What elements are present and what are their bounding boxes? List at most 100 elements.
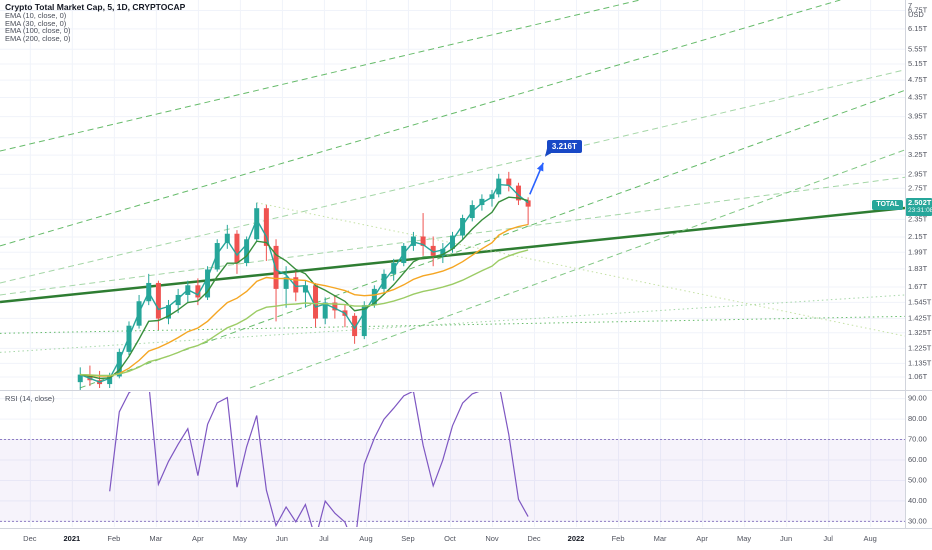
price-axis-tick: 1.06T — [908, 372, 928, 381]
price-axis-tick: 6.15T — [908, 24, 928, 33]
price-axis-tick: 3.55T — [908, 133, 928, 142]
time-axis-tick: May — [737, 534, 751, 543]
ema-10-line — [79, 183, 529, 383]
symbol-title[interactable]: Crypto Total Market Cap, 5, 1D, CRYPTOCA… — [5, 2, 186, 12]
rsi-axis-tick: 70.00 — [908, 435, 927, 444]
candle-body — [293, 277, 299, 293]
trend-line[interactable] — [0, 176, 905, 296]
time-axis-tick: Jul — [823, 534, 833, 543]
candle-body — [155, 282, 161, 319]
candle-body — [430, 245, 436, 256]
time-axis-tick: Apr — [192, 534, 204, 543]
time-axis-tick: Dec — [527, 534, 541, 543]
candle-body — [165, 305, 171, 319]
bar-countdown: 23:31:08 — [908, 207, 932, 215]
price-axis-tick: 3.95T — [908, 112, 928, 121]
candle-body — [496, 178, 502, 195]
rsi-axis-tick: 80.00 — [908, 414, 927, 423]
time-axis-tick: Oct — [444, 534, 457, 543]
candle-body — [224, 233, 230, 244]
price-axis-tick: 1.135T — [908, 358, 932, 367]
candle-body — [175, 294, 181, 306]
time-axis-tick: Apr — [696, 534, 708, 543]
time-axis-tick: Dec — [23, 534, 37, 543]
time-axis-tick: 2022 — [568, 534, 585, 543]
candle-body — [302, 285, 308, 293]
candle-body — [322, 302, 328, 319]
rsi-band-fill — [0, 439, 905, 521]
price-axis-tick: 1.67T — [908, 282, 928, 291]
trend-line[interactable] — [79, 89, 905, 389]
price-axis-tick: 2.15T — [908, 232, 928, 241]
time-axis-tick: Feb — [107, 534, 120, 543]
time-axis-tick: Feb — [612, 534, 625, 543]
candle-body — [244, 239, 250, 264]
price-axis-tick: 1.325T — [908, 328, 932, 337]
candle-body — [116, 351, 122, 377]
candle-body — [273, 245, 279, 289]
price-axis-tick: 2.95T — [908, 169, 928, 178]
time-axis-tick: May — [233, 534, 247, 543]
rsi-line — [109, 392, 529, 527]
candle-body — [77, 374, 83, 383]
trend-line[interactable] — [0, 0, 841, 247]
candle-body — [420, 236, 426, 246]
current-price-value: 2.502T — [908, 198, 932, 208]
indicator-legend-ema-100[interactable]: EMA (100, close, 0) — [5, 26, 71, 36]
price-axis-tick: 1.99T — [908, 247, 928, 256]
trend-lines — [0, 0, 905, 389]
candle-body — [515, 185, 521, 201]
candle-body — [263, 208, 269, 246]
price-axis-tick: 4.75T — [908, 75, 928, 84]
price-axis-top-tick: 7 — [908, 1, 912, 10]
time-axis-tick: Aug — [359, 534, 372, 543]
candle-body — [332, 302, 338, 311]
rsi-axis-tick: 50.00 — [908, 475, 927, 484]
candle-body — [361, 305, 367, 337]
candle-body — [126, 325, 132, 352]
candle-body — [107, 376, 113, 385]
price-axis-tick: 5.55T — [908, 44, 928, 53]
price-axis-tick: 1.425T — [908, 313, 932, 322]
time-axis-tick: Mar — [149, 534, 162, 543]
time-axis-tick: Jun — [780, 534, 792, 543]
time-axis-tick: Nov — [485, 534, 499, 543]
symbol-name-tag: TOTAL — [872, 200, 903, 211]
indicator-legend-ema-200[interactable]: EMA (200, close, 0) — [5, 33, 71, 43]
price-axis-tick: 1.225T — [908, 343, 932, 352]
rsi-axis-tick: 40.00 — [908, 496, 927, 505]
target-arrow-head — [536, 162, 544, 172]
ema-200-line — [80, 249, 529, 377]
rsi-pane — [0, 392, 905, 527]
candle-body — [352, 315, 358, 337]
main-legend: Crypto Total Market Cap, 5, 1D, CRYPTOCA… — [5, 3, 185, 42]
indicator-legend-ema-30[interactable]: EMA (30, close, 0) — [5, 18, 67, 28]
price-target-flag[interactable]: 3.216T — [546, 139, 582, 153]
time-axis-tick: Aug — [863, 534, 876, 543]
candle-body — [205, 269, 211, 298]
indicator-legend-ema-10[interactable]: EMA (10, close, 0) — [5, 11, 67, 20]
time-axis-tick: Mar — [654, 534, 667, 543]
time-axis-tick: Jun — [276, 534, 288, 543]
price-axis-tick: 5.15T — [908, 59, 928, 68]
candle-body — [283, 277, 289, 289]
price-axis-tick: 6.75T — [908, 6, 928, 15]
candle-body — [450, 235, 455, 249]
price-axis-tick: 1.545T — [908, 297, 932, 306]
rsi-axis-tick: 90.00 — [908, 394, 927, 403]
rsi-legend[interactable]: RSI (14, close) — [5, 394, 55, 403]
time-axis-tick: Jul — [319, 534, 329, 543]
trend-line[interactable] — [249, 149, 905, 389]
trend-line[interactable] — [0, 69, 905, 284]
price-axis-tick: 1.83T — [908, 264, 928, 273]
candle-body — [525, 200, 531, 207]
price-axis-tick: 2.75T — [908, 183, 928, 192]
price-axis-tick: 4.35T — [908, 92, 928, 101]
price-axis-tick: 2.35T — [908, 214, 928, 223]
candle-body — [506, 178, 512, 186]
trend-line[interactable] — [0, 206, 905, 304]
candle-body — [460, 218, 466, 236]
candle-body — [440, 248, 446, 256]
